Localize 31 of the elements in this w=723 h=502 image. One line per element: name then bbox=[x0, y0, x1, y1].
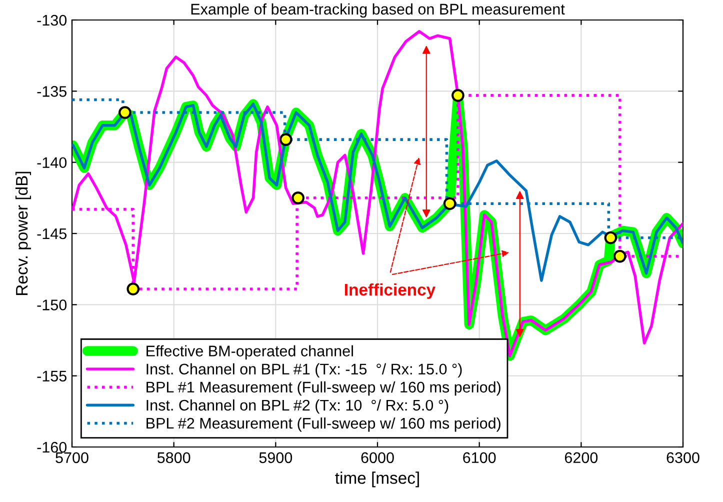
chart-title: Example of beam-tracking based on BPL measurement bbox=[191, 3, 565, 18]
y-tick-label: -145 bbox=[37, 228, 66, 240]
point bbox=[126, 282, 140, 296]
point bbox=[443, 197, 456, 210]
y-tick-label: -160 bbox=[37, 442, 67, 453]
point bbox=[279, 133, 292, 146]
point bbox=[613, 250, 626, 263]
y-axis-title: Recv. power [dB] bbox=[15, 172, 32, 295]
x-tick-label: 6300 bbox=[666, 452, 700, 464]
y-tick-label: -155 bbox=[37, 370, 66, 382]
point bbox=[452, 89, 464, 102]
annotation: Inefficiency bbox=[344, 283, 436, 299]
x-tick-label: 6100 bbox=[463, 452, 496, 464]
legend-label: Inst. Channel on BPL #2 (Tx: 10 °/ Rx: 5.0 °) bbox=[146, 399, 448, 414]
legend-label: BPL #1 Measurement (Full-sweep w/ 160 ms period) bbox=[146, 381, 500, 396]
legend-label: BPL #2 Measurement (Full-sweep w/ 160 ms period) bbox=[146, 417, 500, 432]
y-tick-label: -140 bbox=[37, 157, 67, 168]
x-tick-label: 6000 bbox=[361, 452, 394, 464]
x-tick-label: 5800 bbox=[157, 452, 190, 464]
x-axis-title: time [msec] bbox=[335, 472, 419, 488]
x-tick-label: 6200 bbox=[564, 452, 598, 464]
legend-label: Inst. Channel on BPL #1 (Tx: -15 °/ Rx: 15.0 °) bbox=[146, 363, 462, 378]
point bbox=[118, 106, 132, 119]
y-tick-label: -135 bbox=[37, 86, 66, 97]
x-tick-label: 5900 bbox=[259, 452, 292, 464]
point bbox=[604, 231, 618, 244]
x-tick-label: 5700 bbox=[56, 452, 88, 464]
y-tick-label: -130 bbox=[37, 14, 67, 26]
point bbox=[292, 191, 304, 204]
legend-label: Effective BM-operated channel bbox=[146, 345, 353, 360]
y-tick-label: -150 bbox=[37, 300, 67, 310]
